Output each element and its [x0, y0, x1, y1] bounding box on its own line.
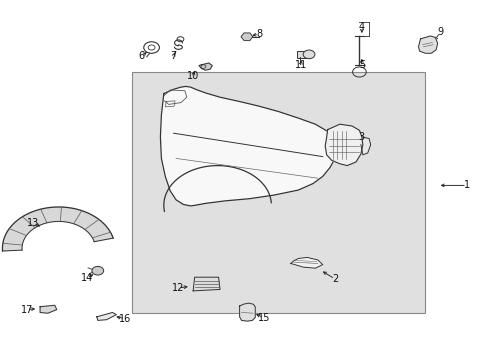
Text: 12: 12: [172, 283, 184, 293]
Polygon shape: [199, 63, 212, 70]
Text: 4: 4: [358, 22, 364, 32]
Polygon shape: [290, 257, 322, 268]
Text: 6: 6: [139, 51, 144, 61]
Text: 3: 3: [358, 132, 364, 142]
Polygon shape: [239, 303, 255, 321]
Text: 1: 1: [463, 180, 469, 190]
Polygon shape: [418, 36, 437, 53]
Circle shape: [303, 50, 314, 59]
Polygon shape: [160, 86, 337, 206]
Text: 14: 14: [81, 273, 93, 283]
Polygon shape: [193, 277, 220, 291]
Polygon shape: [2, 207, 113, 251]
Text: 10: 10: [186, 71, 199, 81]
Text: 8: 8: [256, 29, 262, 39]
Polygon shape: [40, 305, 57, 313]
Polygon shape: [241, 33, 252, 40]
Text: 17: 17: [20, 305, 33, 315]
Text: 15: 15: [257, 312, 270, 323]
Text: 7: 7: [170, 51, 176, 61]
Polygon shape: [360, 137, 370, 155]
Bar: [297, 51, 308, 58]
Text: 2: 2: [331, 274, 337, 284]
Text: 9: 9: [436, 27, 442, 37]
Circle shape: [92, 266, 103, 275]
Text: 5: 5: [358, 60, 364, 70]
Text: 13: 13: [27, 218, 40, 228]
Bar: [132, 72, 425, 313]
Text: 16: 16: [118, 314, 131, 324]
Polygon shape: [97, 312, 116, 320]
Polygon shape: [325, 124, 362, 166]
Text: 11: 11: [294, 60, 306, 70]
